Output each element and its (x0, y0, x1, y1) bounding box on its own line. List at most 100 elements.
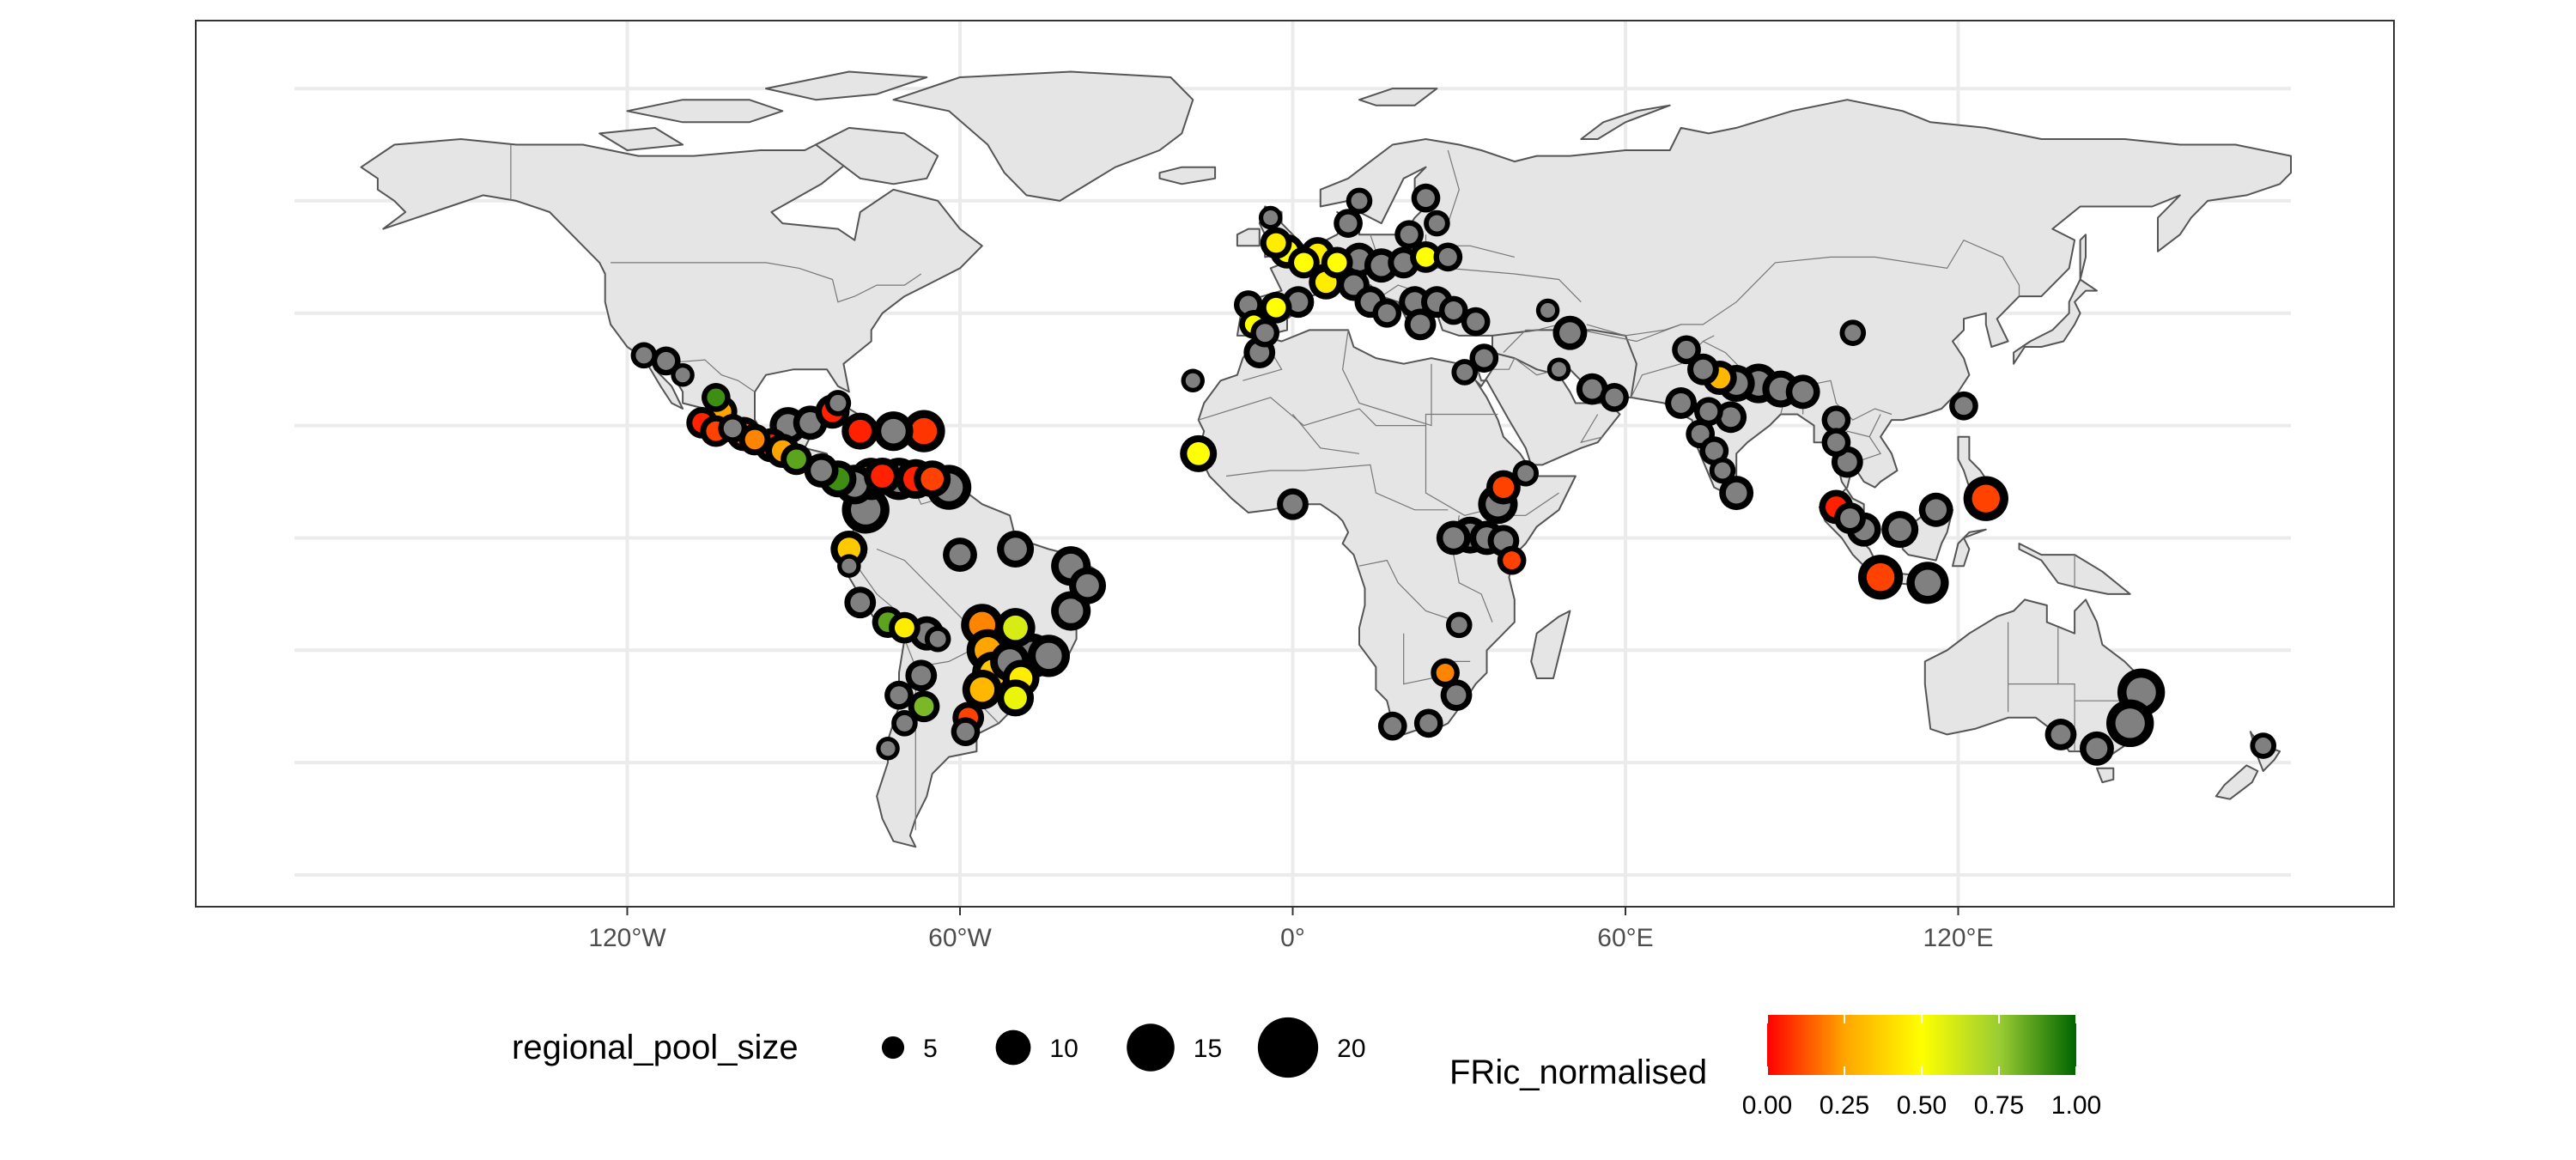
size-legend-key (1257, 1017, 1319, 1078)
site-marker (1512, 459, 1540, 487)
site-fill (881, 418, 906, 444)
country-border (2057, 628, 2125, 701)
color-legend-bar (1767, 1015, 2076, 1075)
site-marker (1027, 635, 1070, 677)
site-fill (1551, 361, 1567, 377)
site-marker (1181, 368, 1205, 393)
site-marker (1288, 246, 1320, 279)
site-fill (1446, 685, 1467, 706)
land-japan (2013, 278, 2098, 365)
site-fill (850, 592, 871, 613)
site-fill (949, 544, 971, 566)
site-fill (1377, 304, 1396, 323)
site-fill (1826, 433, 1845, 452)
site-marker (1719, 476, 1754, 511)
site-fill (914, 696, 934, 717)
site-marker (997, 531, 1035, 568)
site-fill (707, 388, 726, 407)
site-marker (701, 383, 731, 412)
site-fill (1693, 359, 1713, 380)
site-marker (1451, 359, 1479, 386)
site-fill (2255, 738, 2272, 755)
site-marker (1258, 205, 1283, 230)
site-fill (1266, 297, 1286, 318)
site-fill (1344, 275, 1364, 295)
color-legend-ticks: 0.00 0.25 0.50 0.75 1.00 (1742, 1015, 2101, 1120)
land-svalbard (1358, 88, 1438, 106)
site-fill (1428, 215, 1445, 232)
site-fill (957, 722, 975, 741)
site-marker (905, 659, 938, 692)
x-tick-label: 120°W (588, 924, 666, 952)
site-fill (1419, 714, 1438, 732)
site-marker (1424, 210, 1450, 237)
site-marker (1377, 711, 1407, 741)
site-marker (1260, 291, 1292, 324)
site-marker (1069, 567, 1107, 604)
site-fill (1076, 574, 1099, 598)
size-legend-label: 20 (1337, 1035, 1365, 1063)
size-legend-title: regional_pool_size (512, 1029, 799, 1066)
site-fill (1405, 292, 1425, 313)
site-fill (1540, 302, 1556, 319)
country-border (1198, 397, 1487, 516)
site-marker (804, 453, 839, 488)
site-fill (929, 630, 946, 647)
country-border (1225, 464, 1449, 511)
site-fill (1003, 615, 1028, 641)
site-fill (635, 347, 653, 364)
site-fill (1704, 441, 1723, 460)
site-marker (1834, 502, 1866, 534)
site-marker (1260, 227, 1292, 259)
country-border (1358, 559, 1460, 623)
site-marker (997, 679, 1035, 717)
site-marker (943, 537, 977, 573)
land-nz-south (2215, 764, 2259, 800)
site-fill (1266, 233, 1286, 253)
site-fill (1410, 314, 1431, 335)
size-legend-label: 10 (1049, 1035, 1078, 1063)
site-fill (871, 465, 894, 488)
site-fill (910, 417, 938, 445)
site-marker (1535, 298, 1560, 323)
site-marker (995, 608, 1036, 648)
site-fill (1467, 313, 1485, 331)
site-fill (1004, 686, 1027, 710)
site-marker (924, 625, 951, 653)
site-fill (920, 467, 945, 491)
site-fill (657, 351, 676, 370)
plot-panel-border (195, 20, 2395, 908)
site-fill (1400, 225, 1419, 244)
site-fill (1456, 363, 1473, 380)
size-legend-key (995, 1029, 1031, 1066)
site-fill (880, 741, 896, 756)
site-fill (787, 449, 806, 470)
site-marker (1346, 187, 1373, 215)
size-legend-key (881, 1035, 905, 1060)
site-fill (1444, 301, 1463, 319)
site-fill (969, 677, 995, 702)
land-sakhalin (2079, 234, 2087, 281)
x-tick-label: 120°E (1923, 924, 1993, 952)
land-tasmania (2096, 767, 2115, 784)
site-fill (1239, 295, 1258, 314)
site-marker (1949, 391, 1978, 421)
site-marker (1180, 434, 1218, 472)
site-fill (1971, 484, 2001, 513)
site-fill (895, 617, 914, 638)
color-legend-label: 0.25 (1820, 1091, 1869, 1120)
site-marker (1906, 562, 1949, 604)
site-marker (889, 611, 920, 644)
site-fill (1288, 292, 1309, 313)
site-marker (1552, 315, 1588, 350)
site-marker (1250, 318, 1280, 348)
color-legend-label: 0.00 (1742, 1091, 1792, 1120)
site-fill (1255, 324, 1274, 343)
site-marker (1394, 220, 1424, 250)
site-fill (2050, 725, 2071, 744)
site-marker (2044, 719, 2077, 750)
site-fill (1036, 642, 1062, 670)
site-fill (848, 419, 872, 443)
site-fill (911, 665, 932, 686)
